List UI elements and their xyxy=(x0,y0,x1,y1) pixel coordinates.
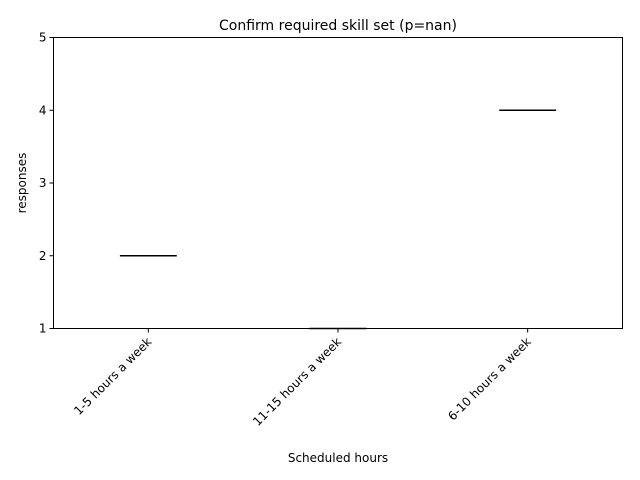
y-tick-label: 4 xyxy=(39,103,47,117)
x-axis-label: Scheduled hours xyxy=(288,451,388,465)
y-tick-label: 2 xyxy=(39,249,47,263)
y-axis-label: responses xyxy=(15,153,29,214)
y-tick-label: 5 xyxy=(39,31,47,45)
chart-title: Confirm required skill set (p=nan) xyxy=(219,18,457,34)
plot-frame xyxy=(53,37,623,329)
y-tick-label: 3 xyxy=(39,176,47,190)
y-tick-label: 1 xyxy=(39,322,47,336)
